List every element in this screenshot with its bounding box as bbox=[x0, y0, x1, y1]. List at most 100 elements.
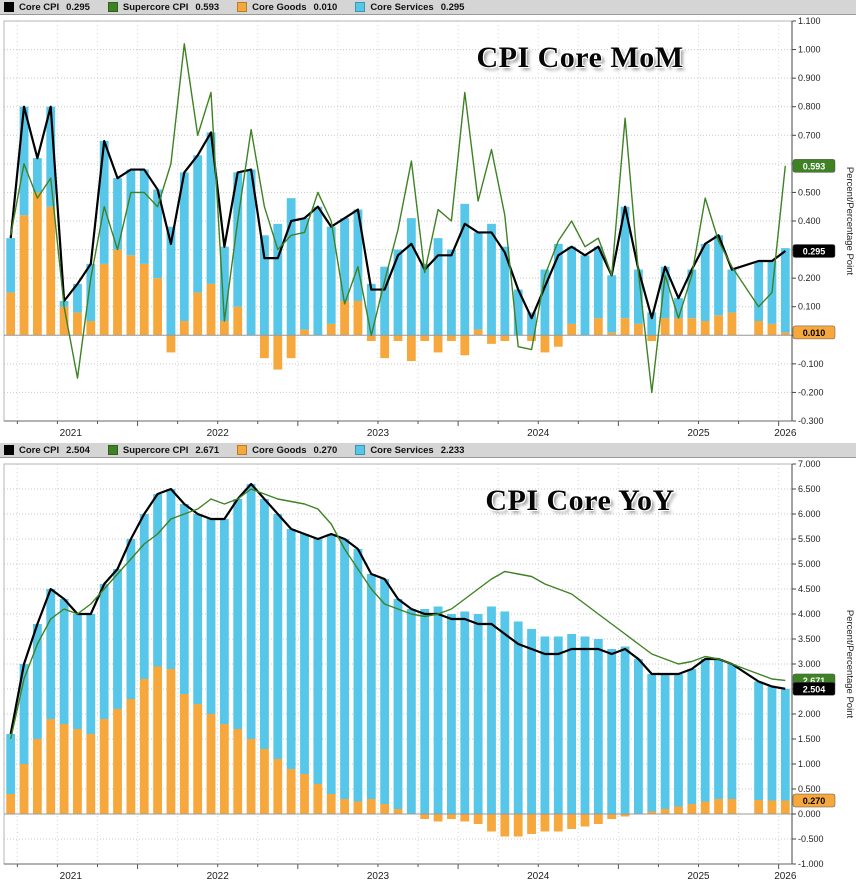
bar bbox=[674, 674, 683, 807]
svg-text:2023: 2023 bbox=[367, 871, 390, 882]
svg-text:7.000: 7.000 bbox=[798, 459, 821, 469]
x-axis-labels: 2021 2022 2023 2024 2025 2026 bbox=[16, 864, 797, 882]
bar bbox=[447, 249, 456, 336]
bar bbox=[460, 203, 470, 336]
legend-item-core-services: Core Services 0.295 bbox=[355, 2, 464, 13]
bar bbox=[179, 172, 189, 321]
bar bbox=[193, 155, 203, 293]
bar bbox=[700, 243, 710, 321]
core-goods-bars bbox=[6, 666, 790, 837]
bar bbox=[6, 794, 16, 814]
svg-text:1.100: 1.100 bbox=[798, 16, 821, 26]
svg-text:6.500: 6.500 bbox=[798, 484, 821, 494]
bar bbox=[420, 263, 430, 336]
bar bbox=[580, 636, 590, 814]
bar bbox=[86, 263, 96, 321]
supercore-cpi-swatch bbox=[107, 2, 118, 12]
bar bbox=[567, 246, 577, 324]
bar bbox=[553, 243, 563, 336]
bar bbox=[420, 335, 430, 341]
core-goods-swatch bbox=[237, 445, 248, 455]
bar bbox=[86, 321, 96, 336]
bar bbox=[233, 172, 243, 307]
bar bbox=[754, 321, 764, 336]
bar bbox=[366, 283, 376, 336]
bar bbox=[286, 769, 296, 814]
legend-value: 0.593 bbox=[195, 1, 220, 13]
bar bbox=[714, 315, 723, 336]
bar bbox=[19, 764, 29, 814]
svg-text:2022: 2022 bbox=[207, 428, 230, 439]
legend-value: 0.270 bbox=[313, 444, 338, 456]
bar bbox=[6, 734, 16, 794]
bar bbox=[633, 323, 643, 336]
bar bbox=[553, 335, 563, 347]
bar bbox=[447, 335, 456, 341]
bar bbox=[580, 814, 590, 827]
bar bbox=[73, 729, 82, 814]
gridlines bbox=[4, 20, 792, 422]
bar bbox=[300, 534, 309, 774]
bar bbox=[126, 539, 136, 699]
bar bbox=[567, 634, 577, 814]
bar bbox=[647, 312, 657, 336]
svg-text:0.400: 0.400 bbox=[798, 216, 821, 226]
bar bbox=[353, 549, 363, 802]
bar bbox=[313, 206, 323, 336]
bar bbox=[139, 514, 149, 679]
svg-text:2024: 2024 bbox=[527, 871, 550, 882]
legend-label: Core Services bbox=[370, 1, 434, 13]
bar bbox=[767, 323, 777, 336]
bar bbox=[513, 289, 523, 336]
bar bbox=[273, 335, 283, 370]
bar bbox=[260, 335, 269, 359]
bar bbox=[700, 321, 710, 336]
bar bbox=[113, 709, 122, 814]
bar bbox=[727, 664, 737, 799]
legend-item-core-goods: Core Goods 0.010 bbox=[237, 2, 337, 13]
bar bbox=[660, 266, 670, 319]
bar bbox=[179, 321, 189, 336]
bar bbox=[73, 312, 82, 336]
legend-label: Supercore CPI bbox=[122, 444, 189, 456]
bar bbox=[487, 223, 496, 336]
bar bbox=[754, 681, 764, 800]
legend-item-supercore-cpi: Supercore CPI 0.593 bbox=[107, 1, 220, 13]
bar bbox=[219, 246, 229, 321]
bar bbox=[166, 489, 176, 669]
svg-text:2026: 2026 bbox=[774, 428, 797, 439]
bar bbox=[326, 534, 336, 794]
bar bbox=[460, 814, 470, 822]
axis-badge-2.504: 2.504 bbox=[792, 682, 836, 696]
legend-item-core-goods: Core Goods 0.270 bbox=[237, 445, 337, 456]
bar bbox=[447, 614, 456, 814]
bar bbox=[260, 235, 269, 336]
svg-text:0.500: 0.500 bbox=[798, 784, 821, 794]
bar bbox=[406, 609, 416, 814]
svg-text:0.700: 0.700 bbox=[798, 130, 821, 140]
bar bbox=[46, 589, 56, 719]
bar bbox=[193, 704, 203, 814]
bar bbox=[126, 699, 136, 814]
core-services-bars bbox=[6, 106, 790, 336]
svg-text:2.671: 2.671 bbox=[803, 676, 826, 686]
bar bbox=[300, 329, 309, 336]
bar bbox=[380, 579, 390, 804]
bar bbox=[780, 800, 790, 814]
bar bbox=[580, 255, 590, 336]
bar bbox=[153, 666, 163, 814]
bar bbox=[447, 814, 456, 819]
bar bbox=[73, 614, 82, 729]
bar bbox=[433, 814, 443, 822]
bar bbox=[780, 248, 790, 333]
svg-text:-1.000: -1.000 bbox=[798, 859, 824, 869]
legend-value: 2.671 bbox=[195, 444, 220, 456]
bar bbox=[193, 292, 203, 336]
bar bbox=[246, 739, 256, 814]
bar bbox=[366, 799, 376, 814]
bar bbox=[674, 806, 683, 814]
svg-text:0.010: 0.010 bbox=[803, 328, 826, 338]
bar bbox=[687, 269, 697, 319]
bar bbox=[113, 569, 122, 709]
bar bbox=[406, 335, 416, 361]
